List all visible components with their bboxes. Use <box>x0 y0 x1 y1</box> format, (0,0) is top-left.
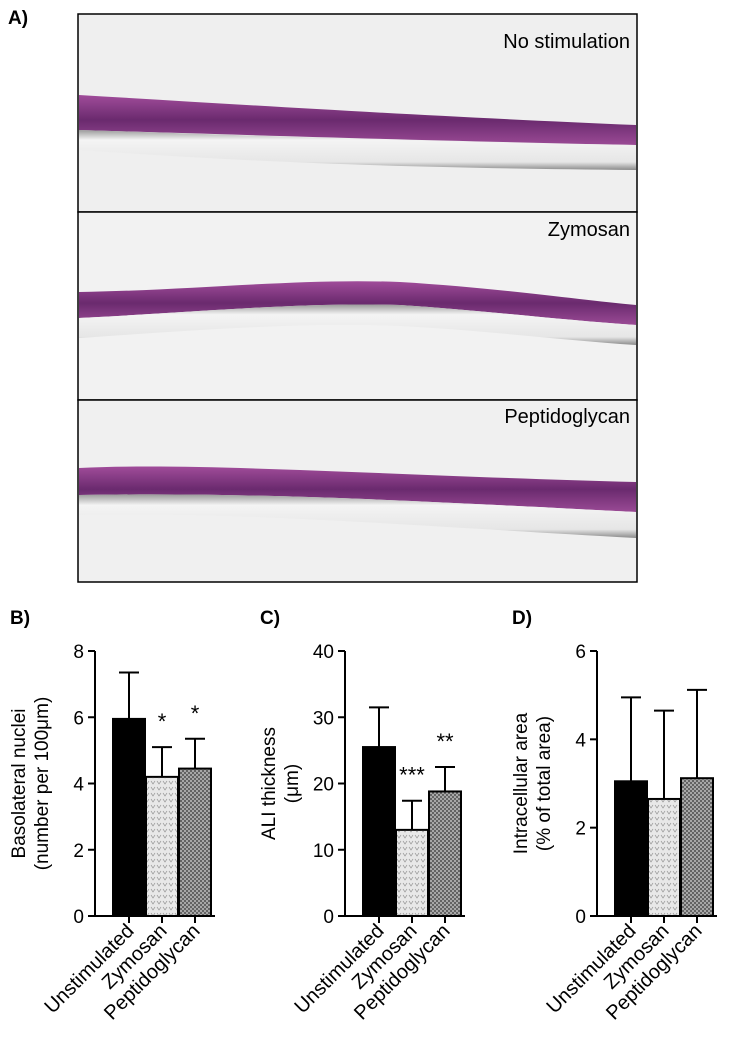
y-axis-label: (number per 100μm) <box>32 697 53 871</box>
y-axis-label: (μm) <box>282 764 303 803</box>
bar-texture <box>682 779 712 915</box>
y-tick-label: 0 <box>73 907 84 928</box>
y-tick-label: 2 <box>73 841 84 862</box>
y-tick-label: 4 <box>575 730 586 751</box>
membrane <box>79 304 636 345</box>
y-axis-label: (% of total area) <box>534 716 555 851</box>
panel-label: C) <box>260 608 280 629</box>
image-caption: Peptidoglycan <box>504 406 630 428</box>
micrograph-panels <box>77 13 638 583</box>
image-caption: No stimulation <box>503 31 630 53</box>
y-tick-label: 10 <box>313 841 334 862</box>
bar-texture <box>430 792 460 915</box>
y-axis-label: Intracellular area <box>511 712 532 854</box>
y-tick-label: 8 <box>73 642 84 663</box>
y-tick-label: 2 <box>575 819 586 840</box>
bar <box>112 717 146 917</box>
y-tick-label: 20 <box>313 775 334 796</box>
membrane <box>79 494 636 538</box>
bar-texture <box>397 830 427 915</box>
significance-label: * <box>158 709 167 734</box>
y-axis-label: Basolateral nuclei <box>9 709 30 859</box>
y-tick-label: 6 <box>575 642 586 663</box>
tissue <box>79 281 636 325</box>
panel-label: A) <box>8 8 28 29</box>
y-tick-label: 40 <box>313 642 334 663</box>
y-tick-label: 6 <box>73 708 84 729</box>
panel-label: B) <box>10 608 30 629</box>
tissue <box>79 466 636 512</box>
bar-texture <box>147 777 177 915</box>
y-axis-label: ALI thickness <box>259 727 280 840</box>
y-tick-label: 30 <box>313 708 334 729</box>
bar-texture <box>180 769 210 915</box>
tissue <box>79 95 636 145</box>
panel-label: D) <box>512 608 532 629</box>
y-tick-label: 4 <box>73 775 84 796</box>
image-caption: Zymosan <box>548 219 630 241</box>
significance-label: ** <box>436 729 454 754</box>
significance-label: * <box>191 701 200 726</box>
bar <box>614 780 648 918</box>
y-tick-label: 0 <box>323 907 334 928</box>
significance-label: *** <box>399 763 425 788</box>
membrane <box>79 130 636 170</box>
bar-texture <box>649 799 679 915</box>
y-tick-label: 0 <box>575 907 586 928</box>
bar <box>362 746 396 917</box>
